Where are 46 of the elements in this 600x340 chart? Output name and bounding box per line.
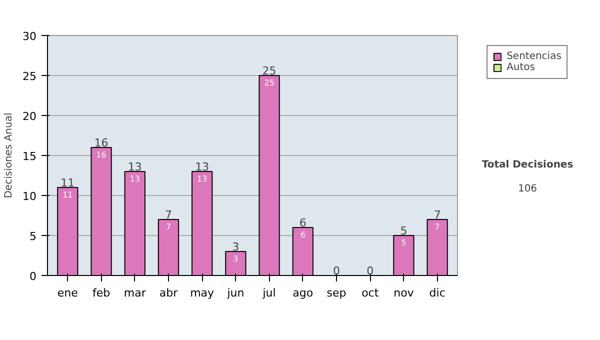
total-label: 3 — [232, 240, 240, 254]
x-tick-label: nov — [394, 286, 414, 300]
x-tick-label: ene — [57, 286, 78, 300]
legend-label: Autos — [506, 62, 535, 73]
data-label: 16 — [96, 150, 106, 160]
data-label: 11 — [62, 190, 73, 200]
total-label: 5 — [400, 224, 408, 238]
x-tick-label: dic — [429, 286, 446, 300]
x-tick-label: jul — [262, 286, 276, 300]
y-axis-title: Decisiones Anual — [4, 112, 15, 198]
total-label: 16 — [94, 136, 108, 150]
legend-label: Sentencias — [506, 51, 562, 62]
total-label: 0 — [366, 264, 374, 278]
x-tick-label: mar — [124, 286, 146, 300]
x-tick-label: sep — [326, 286, 346, 300]
y-tick-label: 0 — [30, 270, 36, 283]
y-tick-label: 30 — [22, 30, 37, 43]
x-tick-label: oct — [362, 286, 380, 300]
total-label: 25 — [262, 64, 276, 78]
text: 106 — [518, 184, 538, 195]
data-label: 25 — [264, 78, 274, 88]
y-tick-label: 5 — [30, 230, 36, 243]
y-tick-label: 15 — [22, 150, 37, 163]
y-tick-label: 25 — [22, 70, 37, 83]
total-label: 13 — [195, 160, 210, 174]
total-label: 7 — [434, 208, 441, 222]
y-tick-label: 10 — [22, 190, 37, 203]
text: Total Decisiones — [482, 160, 574, 171]
data-label: 3 — [233, 254, 238, 264]
data-label: 7 — [434, 222, 440, 232]
x-tick-label: ago — [292, 286, 314, 300]
data-label: 5 — [401, 238, 406, 248]
total-label: 11 — [60, 176, 75, 190]
data-label: 6 — [300, 230, 306, 240]
total-label: 13 — [128, 160, 142, 174]
total-label: 7 — [164, 208, 172, 222]
total-label: 0 — [333, 264, 340, 278]
x-tick-label: abr — [159, 286, 178, 300]
x-tick-label: may — [190, 286, 215, 300]
x-tick-label: jun — [226, 286, 244, 300]
data-label: 13 — [130, 174, 140, 184]
y-tick-label: 20 — [22, 110, 37, 123]
x-tick-label: feb — [92, 286, 110, 300]
data-label: 13 — [197, 174, 208, 184]
data-label: 7 — [166, 222, 172, 232]
total-label: 6 — [299, 216, 306, 230]
